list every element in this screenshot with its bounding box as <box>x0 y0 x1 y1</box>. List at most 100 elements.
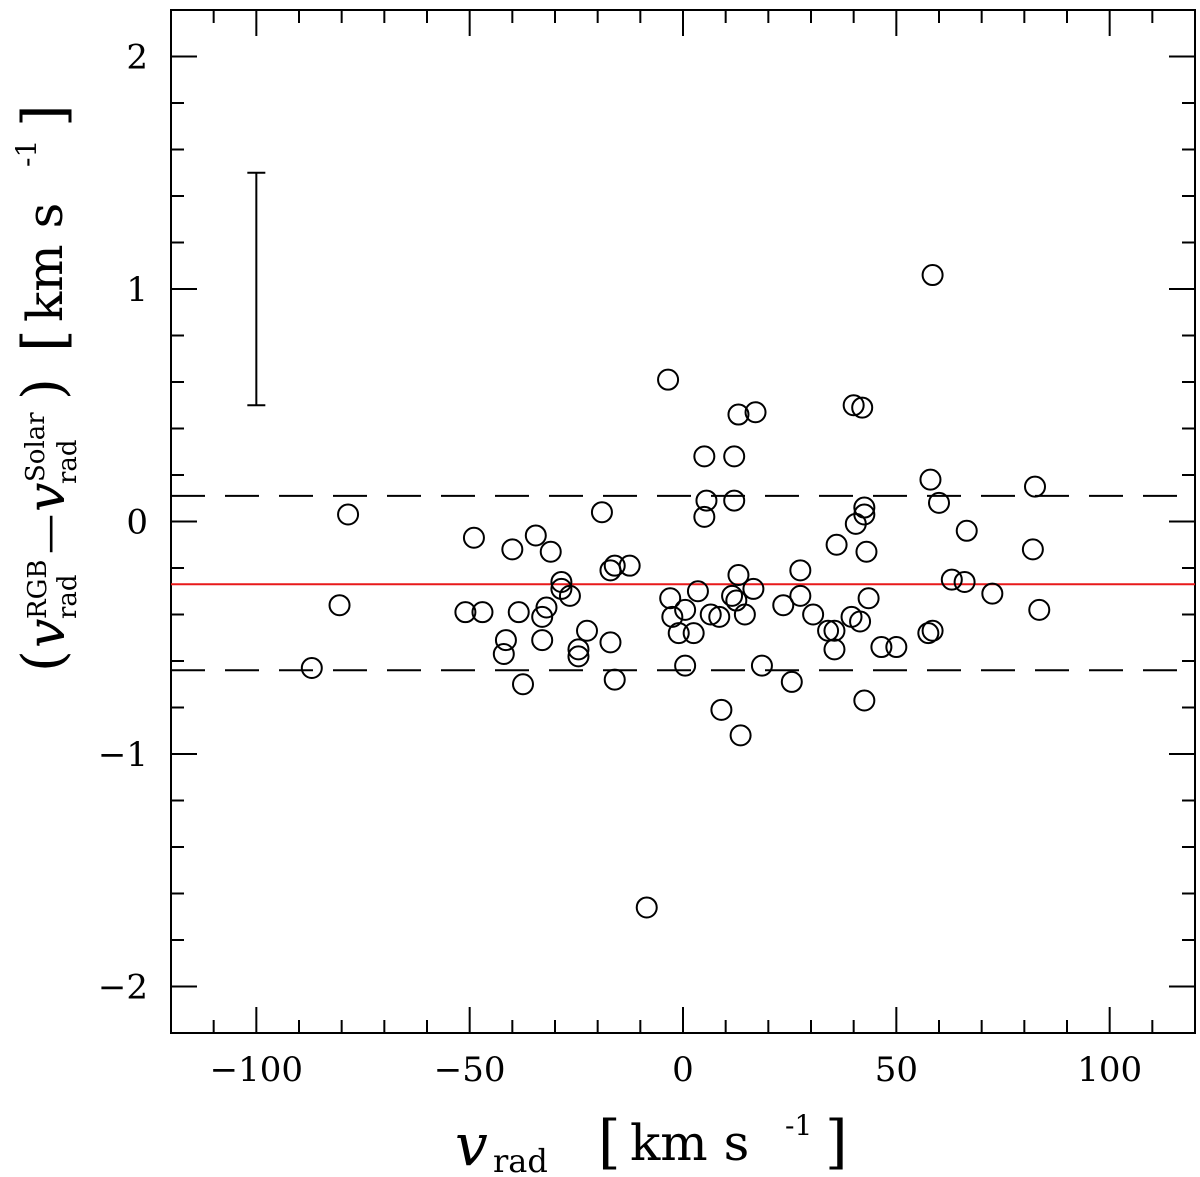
y-axis-title-v1-superscript: RGB <box>23 560 53 619</box>
y-axis-title: ( v RGB rad — v Solar rad ) [ km s -1 ] <box>10 104 83 672</box>
y-axis-title-v2-superscript: Solar <box>21 412 51 482</box>
data-point <box>842 394 865 417</box>
data-point <box>725 589 748 612</box>
data-point <box>825 533 848 556</box>
data-point <box>674 654 697 677</box>
data-point <box>885 636 908 659</box>
data-point <box>742 577 765 600</box>
data-point <box>823 619 846 642</box>
data-point <box>512 673 534 696</box>
data-point <box>686 580 709 603</box>
y-axis-title-v1: v <box>17 619 77 648</box>
data-point <box>558 584 581 607</box>
data-point <box>851 396 874 419</box>
data-point <box>723 489 746 512</box>
data-point <box>667 622 690 645</box>
data-point <box>539 540 562 563</box>
data-point <box>853 689 876 712</box>
y-axis-title-v2-subscript: rad <box>53 439 83 484</box>
y-tick-label: 2 <box>126 38 148 78</box>
data-point <box>590 501 613 524</box>
data-point <box>599 631 622 654</box>
x-tick-label: 0 <box>672 1050 694 1090</box>
y-axis-title-paren-open: ( <box>11 650 76 672</box>
x-axis-title: v rad [ km s -1 ] <box>455 1108 848 1177</box>
data-point <box>454 601 477 624</box>
data-point <box>919 468 942 491</box>
data-point <box>708 605 731 628</box>
data-point <box>855 540 878 563</box>
data-point <box>492 643 515 666</box>
data-point <box>328 594 351 617</box>
data-point <box>917 622 940 645</box>
data-point <box>857 587 880 610</box>
x-axis-title-unit-exponent: -1 <box>785 1109 812 1142</box>
data-point <box>789 559 812 582</box>
data-point <box>693 445 716 468</box>
x-axis-title-subscript: rad <box>493 1142 548 1177</box>
data-point <box>1028 598 1051 621</box>
y-axis-title-unit-exponent: -1 <box>10 140 43 167</box>
data-point <box>567 645 590 668</box>
data-point <box>695 489 718 512</box>
y-axis-title-v2: v <box>17 483 77 512</box>
data-point <box>300 656 323 679</box>
data-point <box>507 601 530 624</box>
y-tick-label: −2 <box>98 968 148 1008</box>
data-point <box>661 605 684 628</box>
data-point <box>723 445 746 468</box>
plot-frame <box>170 9 1196 1034</box>
x-axis-title-bracket-open: [ <box>598 1108 621 1176</box>
data-point <box>870 636 893 659</box>
data-point <box>531 629 554 652</box>
data-point <box>337 503 360 526</box>
data-point <box>599 559 622 582</box>
data-point <box>853 503 876 526</box>
data-point <box>981 582 1004 605</box>
y-tick-label: 0 <box>126 503 148 543</box>
y-axis-title-paren-close: ) <box>11 378 76 400</box>
data-point <box>823 638 846 661</box>
data-point <box>567 638 590 661</box>
data-point <box>744 401 767 424</box>
y-axis-title-minus: — <box>26 514 72 554</box>
data-point <box>789 584 812 607</box>
x-axis-title-bracket-close: ] <box>825 1108 848 1176</box>
data-point <box>1021 538 1044 561</box>
data-point <box>921 264 944 287</box>
data-point <box>849 610 872 633</box>
x-tick-label: −50 <box>434 1050 506 1090</box>
data-point <box>659 587 682 610</box>
plot-layer: −100 −50 0 50 100 −2 −1 0 1 2 <box>98 9 1196 1090</box>
y-axis-title-bracket-open: [ <box>10 329 78 352</box>
y-tick-label: 1 <box>126 270 148 310</box>
data-point <box>750 654 773 677</box>
x-tick-label: 50 <box>875 1050 918 1090</box>
data-point <box>940 568 963 591</box>
data-point <box>657 368 680 391</box>
data-point <box>674 598 697 621</box>
data-point <box>772 594 795 617</box>
data-point <box>921 619 944 642</box>
data-point <box>955 519 978 542</box>
data-point <box>682 622 705 645</box>
y-tick-label: −1 <box>98 735 148 775</box>
data-point <box>524 524 547 547</box>
data-point <box>928 491 950 514</box>
data-point <box>501 538 524 561</box>
data-point <box>802 603 825 626</box>
y-axis-title-unit: km s <box>16 203 74 322</box>
y-axis-title-v1-subscript: rad <box>53 574 83 619</box>
data-point <box>494 629 517 652</box>
data-point <box>727 563 750 586</box>
data-point <box>576 619 598 642</box>
data-point <box>471 601 494 624</box>
data-point <box>635 896 658 919</box>
data-point <box>710 698 733 721</box>
data-point <box>721 584 744 607</box>
data-point <box>1024 475 1046 498</box>
data-point <box>733 603 756 626</box>
data-point <box>693 505 716 528</box>
data-point <box>603 554 626 577</box>
